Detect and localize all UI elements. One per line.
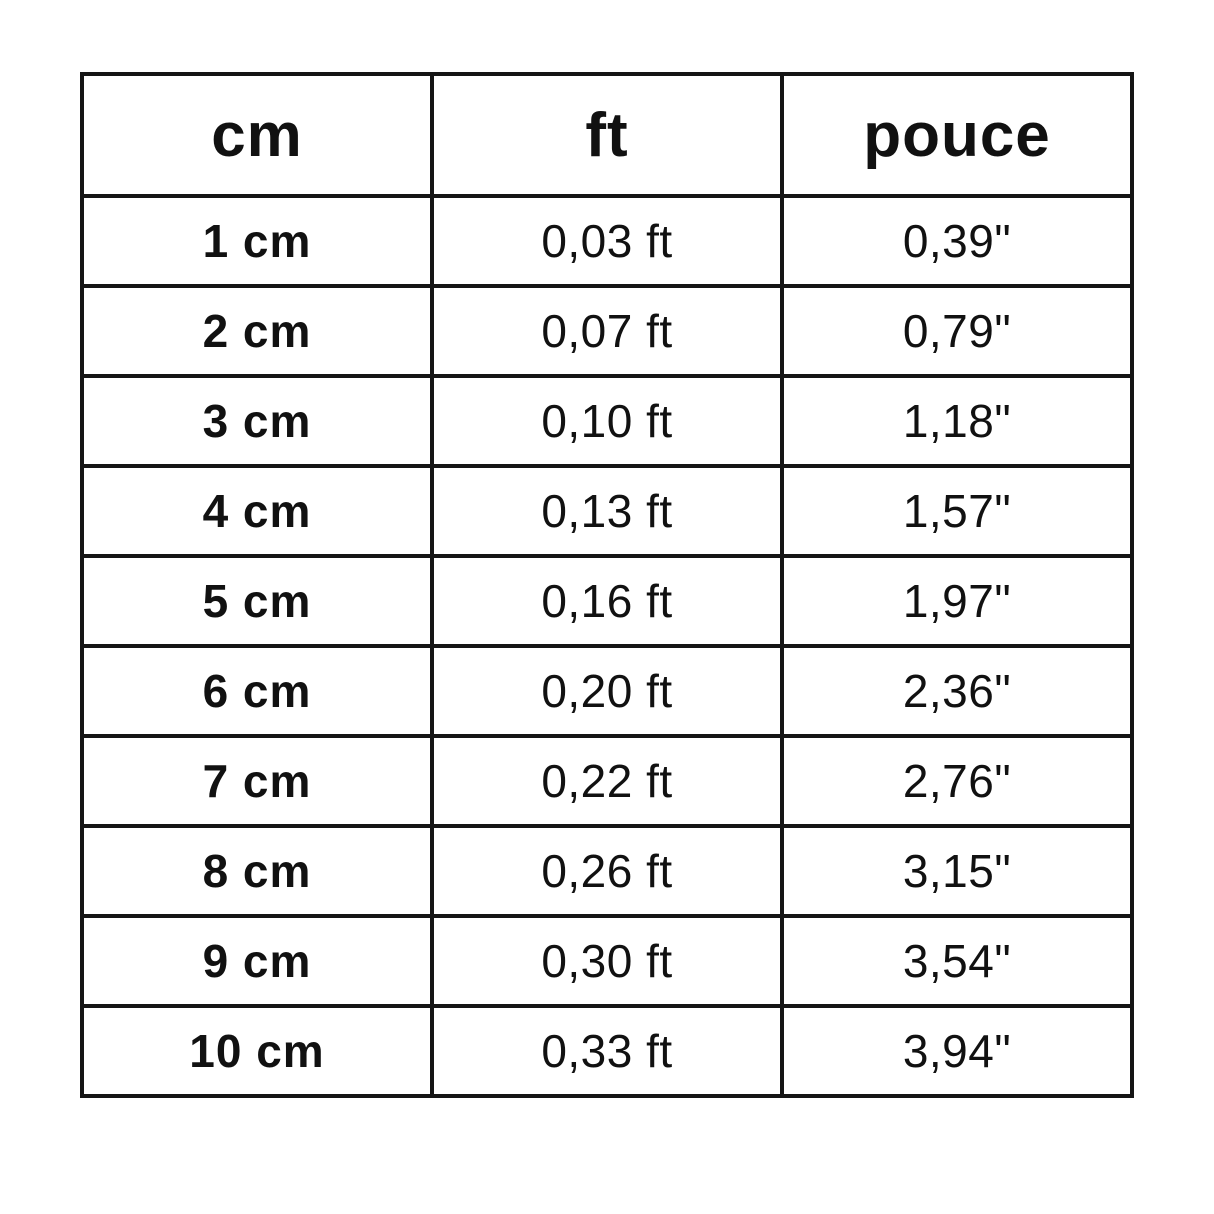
- cm-label: 3 cm: [80, 374, 434, 468]
- pouce-value: 3,15": [780, 824, 1134, 918]
- table-row: 2 cm 0,07 ft 0,79": [80, 284, 1134, 378]
- table-row: 5 cm 0,16 ft 1,97": [80, 554, 1134, 648]
- ft-value: 0,26 ft: [430, 824, 784, 918]
- ft-value: 0,10 ft: [430, 374, 784, 468]
- ft-value: 0,07 ft: [430, 284, 784, 378]
- table-row: 8 cm 0,26 ft 3,15": [80, 824, 1134, 918]
- cm-label: 2 cm: [80, 284, 434, 378]
- ft-value: 0,30 ft: [430, 914, 784, 1008]
- cm-label: 9 cm: [80, 914, 434, 1008]
- pouce-value: 1,97": [780, 554, 1134, 648]
- pouce-value: 1,57": [780, 464, 1134, 558]
- pouce-value: 3,94": [780, 1004, 1134, 1098]
- cm-label: 5 cm: [80, 554, 434, 648]
- header-row: cm ft pouce: [80, 72, 1134, 198]
- ft-value: 0,22 ft: [430, 734, 784, 828]
- ft-value: 0,16 ft: [430, 554, 784, 648]
- table-row: 1 cm 0,03 ft 0,39": [80, 194, 1134, 288]
- cm-ft-pouce-conversion-table: cm ft pouce 1 cm 0,03 ft 0,39" 2 cm 0,07…: [80, 72, 1134, 1098]
- column-header-ft: ft: [430, 72, 784, 198]
- cm-label: 1 cm: [80, 194, 434, 288]
- table-row: 9 cm 0,30 ft 3,54": [80, 914, 1134, 1008]
- ft-value: 0,20 ft: [430, 644, 784, 738]
- table-row: 4 cm 0,13 ft 1,57": [80, 464, 1134, 558]
- table-row: 3 cm 0,10 ft 1,18": [80, 374, 1134, 468]
- cm-label: 8 cm: [80, 824, 434, 918]
- table-body: 1 cm 0,03 ft 0,39" 2 cm 0,07 ft 0,79" 3 …: [80, 194, 1134, 1098]
- table-row: 7 cm 0,22 ft 2,76": [80, 734, 1134, 828]
- table-header: cm ft pouce: [80, 72, 1134, 198]
- cm-label: 6 cm: [80, 644, 434, 738]
- pouce-value: 1,18": [780, 374, 1134, 468]
- cm-label: 4 cm: [80, 464, 434, 558]
- pouce-value: 3,54": [780, 914, 1134, 1008]
- cm-label: 7 cm: [80, 734, 434, 828]
- table-row: 6 cm 0,20 ft 2,36": [80, 644, 1134, 738]
- pouce-value: 0,79": [780, 284, 1134, 378]
- ft-value: 0,03 ft: [430, 194, 784, 288]
- pouce-value: 2,36": [780, 644, 1134, 738]
- column-header-cm: cm: [80, 72, 434, 198]
- pouce-value: 0,39": [780, 194, 1134, 288]
- cm-label: 10 cm: [80, 1004, 434, 1098]
- ft-value: 0,33 ft: [430, 1004, 784, 1098]
- pouce-value: 2,76": [780, 734, 1134, 828]
- ft-value: 0,13 ft: [430, 464, 784, 558]
- table-row: 10 cm 0,33 ft 3,94": [80, 1004, 1134, 1098]
- column-header-pouce: pouce: [780, 72, 1134, 198]
